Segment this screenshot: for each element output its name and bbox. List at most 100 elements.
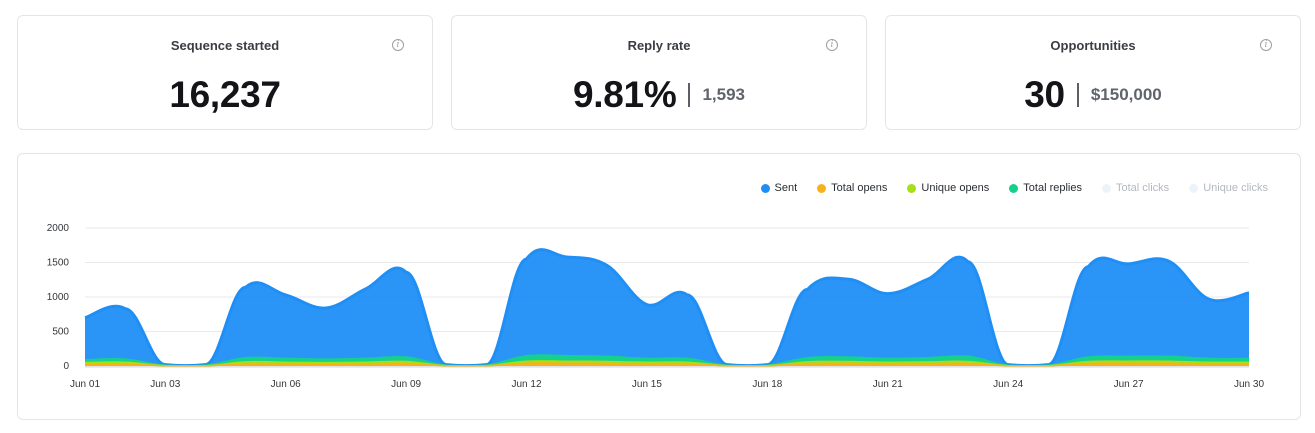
- legend-item-unique-clicks[interactable]: Unique clicks: [1189, 182, 1268, 194]
- opportunities-card: Opportunities i 30 $150,000: [885, 15, 1301, 130]
- point-total-replies: [526, 355, 527, 356]
- legend-dot: [1102, 183, 1111, 193]
- point-sent: [1168, 261, 1169, 262]
- legend-item-sent[interactable]: Sent: [760, 182, 798, 194]
- y-tick-label: 1500: [47, 258, 70, 269]
- point-unique-opens: [245, 361, 246, 362]
- reply-rate-value: 9.81%: [573, 74, 677, 115]
- opportunities-value: 30: [1024, 74, 1065, 115]
- point-total-replies: [927, 357, 928, 358]
- point-total-replies: [1128, 356, 1129, 357]
- point-sent: [686, 294, 687, 295]
- point-unique-opens: [406, 361, 407, 362]
- opportunities-label: Opportunities: [1050, 38, 1136, 53]
- point-total-replies: [325, 359, 326, 360]
- point-total-opens: [486, 365, 487, 366]
- x-tick-label: Jun 06: [271, 379, 301, 390]
- line-sent: [84, 248, 1250, 368]
- value-divider: [688, 83, 691, 107]
- legend-dot: [907, 183, 917, 193]
- x-tick-label: Jun 24: [993, 379, 1023, 390]
- x-tick-label: Jun 15: [632, 379, 662, 390]
- point-sent: [807, 289, 808, 290]
- opportunities-values: 30 $150,000: [886, 74, 1300, 116]
- reply-count-value: 1,593: [702, 85, 745, 104]
- value-divider: [1076, 83, 1079, 107]
- legend-item-unique-opens[interactable]: Unique opens: [907, 182, 989, 194]
- legend-dot: [817, 183, 827, 193]
- point-total-opens: [807, 363, 808, 364]
- info-icon[interactable]: i: [1260, 39, 1272, 51]
- point-total-replies: [807, 357, 808, 358]
- point-total-opens: [1088, 363, 1089, 364]
- point-sent: [1088, 266, 1089, 267]
- point-unique-opens: [606, 361, 607, 362]
- info-icon[interactable]: i: [826, 39, 838, 51]
- legend-label: Total clicks: [1116, 182, 1170, 194]
- point-sent: [365, 288, 366, 289]
- sequence-started-values: 16,237: [18, 74, 432, 116]
- x-tick-label: Jun 30: [1234, 379, 1264, 390]
- point-total-replies: [967, 356, 968, 357]
- legend-dot: [1189, 183, 1199, 193]
- point-sent: [887, 293, 888, 294]
- legend-item-total-replies[interactable]: Total replies: [1009, 182, 1082, 194]
- point-sent: [1128, 263, 1129, 264]
- point-total-opens: [1248, 363, 1249, 364]
- point-sent: [406, 272, 407, 273]
- point-total-opens: [646, 363, 647, 364]
- legend-label: Sent: [774, 182, 798, 194]
- reply-rate-values: 9.81% 1,593: [452, 74, 866, 116]
- point-unique-opens: [285, 362, 286, 363]
- point-total-opens: [406, 363, 407, 364]
- point-total-replies: [365, 358, 366, 359]
- x-tick-label: Jun 27: [1114, 379, 1144, 390]
- point-total-replies: [1168, 356, 1169, 357]
- point-unique-opens: [807, 361, 808, 362]
- point-total-opens: [526, 363, 527, 364]
- info-icon[interactable]: i: [392, 39, 404, 51]
- point-unique-opens: [84, 362, 85, 363]
- point-total-replies: [84, 359, 85, 360]
- point-total-opens: [606, 363, 607, 364]
- point-unique-opens: [526, 361, 527, 362]
- point-total-opens: [566, 363, 567, 364]
- x-tick-label: Jun 21: [873, 379, 903, 390]
- sequence-started-card: Sequence started i 16,237: [17, 15, 433, 130]
- point-unique-opens: [365, 362, 366, 363]
- y-tick-label: 500: [52, 327, 69, 338]
- point-total-replies: [606, 356, 607, 357]
- y-tick-label: 0: [63, 361, 69, 372]
- chart-legend: Sent Total opens Unique opens Total replies…: [760, 182, 1268, 194]
- point-total-opens: [847, 363, 848, 364]
- point-total-opens: [325, 363, 326, 364]
- point-sent: [526, 258, 527, 259]
- x-tick-label: Jun 18: [752, 379, 782, 390]
- area-sent: [85, 249, 1249, 366]
- point-sent: [84, 317, 85, 318]
- point-total-replies: [686, 358, 687, 359]
- x-tick-label: Jun 01: [70, 379, 100, 390]
- legend-item-total-opens[interactable]: Total opens: [817, 182, 887, 194]
- area-chart: 0 500 1000 1500 2000 Jun 01 Jun 03 Jun 06 Jun 09…: [47, 223, 1265, 390]
- point-total-opens: [1128, 363, 1129, 364]
- point-total-replies: [125, 359, 126, 360]
- point-sent: [847, 278, 848, 279]
- point-total-replies: [285, 358, 286, 359]
- point-total-opens: [887, 363, 888, 364]
- legend-dot: [760, 183, 770, 193]
- point-total-replies: [1208, 358, 1209, 359]
- point-sent: [245, 287, 246, 288]
- sequence-started-label: Sequence started: [170, 38, 280, 53]
- point-unique-opens: [887, 362, 888, 363]
- point-total-opens: [927, 363, 928, 364]
- legend-item-total-clicks[interactable]: Total clicks: [1102, 182, 1169, 194]
- point-unique-opens: [1128, 361, 1129, 362]
- line-total-opens: [84, 362, 1250, 367]
- point-total-replies: [646, 358, 647, 359]
- point-total-opens: [285, 363, 286, 364]
- point-unique-opens: [566, 361, 567, 362]
- point-sent: [1208, 298, 1209, 299]
- point-total-replies: [1088, 356, 1089, 357]
- point-total-opens: [365, 363, 366, 364]
